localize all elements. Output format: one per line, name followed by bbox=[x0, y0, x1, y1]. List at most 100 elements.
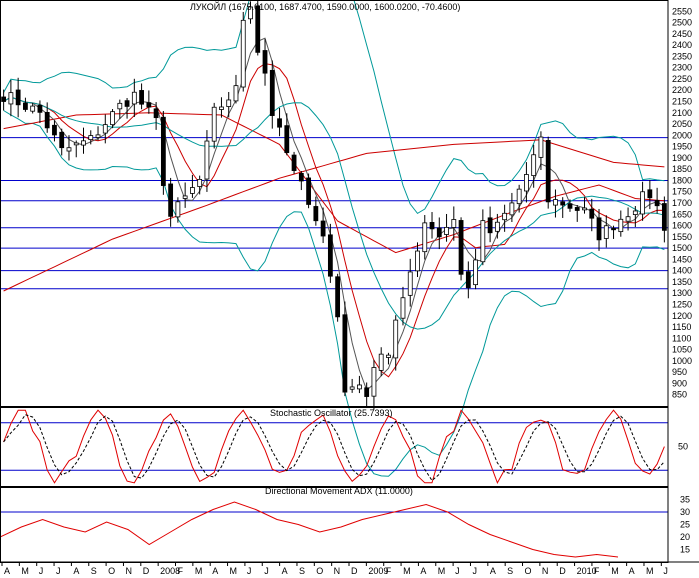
month-tick-label: 2009 bbox=[368, 566, 388, 576]
month-tick-label: M bbox=[195, 566, 203, 576]
price-tick-label: 1200 bbox=[672, 311, 692, 321]
candle-body bbox=[291, 154, 297, 171]
candle-body bbox=[37, 104, 43, 113]
candle-body bbox=[429, 222, 435, 230]
price-tick-label: 2350 bbox=[672, 51, 692, 61]
candle-body bbox=[480, 220, 486, 263]
candle-body bbox=[415, 250, 420, 272]
candle-body bbox=[386, 354, 391, 358]
month-tick-label: M bbox=[403, 566, 411, 576]
candle-body bbox=[400, 297, 406, 319]
price-tick-label: 2150 bbox=[672, 97, 692, 107]
month-tick-label: M bbox=[21, 566, 29, 576]
price-levels bbox=[0, 137, 668, 290]
candle-body bbox=[357, 384, 362, 390]
price-panel-title: ЛУКОЙЛ (1675.0100, 1687.4700, 1590.0000,… bbox=[190, 1, 460, 12]
month-tick-label: A bbox=[212, 566, 218, 576]
adx-tick-label: 15 bbox=[680, 545, 690, 555]
candle-body bbox=[110, 111, 115, 126]
candle-body bbox=[582, 207, 587, 211]
price-tick-label: 1400 bbox=[672, 266, 692, 276]
candle-body bbox=[531, 154, 537, 176]
price-tick-label: 1000 bbox=[672, 356, 692, 366]
price-tick-label: 2100 bbox=[672, 108, 692, 118]
candle-body bbox=[1, 96, 7, 102]
price-tick-label: 1050 bbox=[672, 345, 692, 355]
price-tick-label: 2000 bbox=[672, 130, 692, 140]
candle-body bbox=[567, 203, 573, 209]
month-tick-label: J bbox=[663, 566, 668, 576]
candle-body bbox=[538, 136, 544, 158]
month-tick-label: D bbox=[143, 566, 150, 576]
candle-body bbox=[88, 135, 94, 141]
candle-body bbox=[654, 200, 660, 207]
candle-body bbox=[15, 89, 21, 106]
candle-body bbox=[66, 147, 72, 152]
candle-body bbox=[226, 99, 232, 107]
candle-body bbox=[146, 102, 152, 108]
candle-body bbox=[153, 108, 159, 119]
candle-body bbox=[117, 102, 123, 110]
candle-body bbox=[131, 91, 137, 105]
candle-body bbox=[371, 367, 377, 397]
candle-body bbox=[407, 271, 413, 296]
candle-body bbox=[168, 183, 174, 217]
candle-body bbox=[139, 90, 144, 105]
month-tick-label: 2010 bbox=[577, 566, 597, 576]
candle-body bbox=[444, 226, 449, 235]
month-tick-label: J bbox=[247, 566, 252, 576]
candle-body bbox=[313, 206, 319, 222]
month-tick-label: J bbox=[472, 566, 477, 576]
price-tick-label: 2450 bbox=[672, 29, 692, 39]
candle-body bbox=[73, 142, 79, 146]
month-tick-label: A bbox=[490, 566, 496, 576]
month-tick-label: F bbox=[386, 566, 392, 576]
price-tick-label: 1750 bbox=[672, 187, 692, 197]
month-tick-label: O bbox=[316, 566, 323, 576]
candle-body bbox=[502, 212, 508, 221]
candle-body bbox=[255, 5, 261, 53]
candle-body bbox=[8, 92, 14, 105]
price-tick-label: 1550 bbox=[672, 232, 692, 242]
candle-body bbox=[487, 217, 493, 234]
moving-average-fast bbox=[3, 37, 665, 391]
candle-body bbox=[625, 216, 631, 222]
candle-body bbox=[342, 314, 348, 393]
candle-body bbox=[393, 319, 399, 359]
candle-body bbox=[269, 69, 275, 116]
price-tick-label: 1100 bbox=[672, 333, 691, 343]
oscillator-panels bbox=[0, 409, 668, 558]
price-tick-label: 2500 bbox=[672, 18, 692, 28]
moving-average-long bbox=[3, 139, 665, 292]
price-tick-label: 950 bbox=[672, 367, 687, 377]
candle-body bbox=[197, 178, 203, 187]
moving-average-short bbox=[3, 63, 665, 378]
candle-body bbox=[596, 217, 602, 241]
adx-line bbox=[0, 501, 619, 558]
candle-body bbox=[23, 102, 28, 110]
candle-body bbox=[553, 199, 558, 206]
candle-body bbox=[349, 386, 355, 390]
candle-body bbox=[509, 202, 515, 216]
price-tick-label: 1150 bbox=[672, 322, 691, 332]
candle-body bbox=[320, 220, 326, 237]
moving-average-medium bbox=[3, 112, 665, 254]
candle-body bbox=[81, 140, 86, 146]
candle-body bbox=[262, 50, 268, 74]
price-tick-label: 1700 bbox=[672, 198, 692, 208]
bollinger-bands bbox=[3, 0, 665, 477]
bollinger-middle bbox=[3, 96, 665, 330]
price-tick-label: 2250 bbox=[672, 74, 692, 84]
month-tick-label: A bbox=[629, 566, 635, 576]
price-tick-label: 850 bbox=[672, 390, 687, 400]
candle-body bbox=[30, 105, 36, 112]
month-tick-label: A bbox=[4, 566, 10, 576]
price-tick-label: 1800 bbox=[672, 175, 692, 185]
price-tick-label: 1250 bbox=[672, 300, 692, 310]
price-tick-label: 2550 bbox=[672, 6, 692, 16]
month-tick-label: A bbox=[420, 566, 426, 576]
candle-body bbox=[516, 188, 522, 205]
candle-body bbox=[95, 134, 101, 138]
price-tick-label: 1600 bbox=[672, 221, 692, 231]
